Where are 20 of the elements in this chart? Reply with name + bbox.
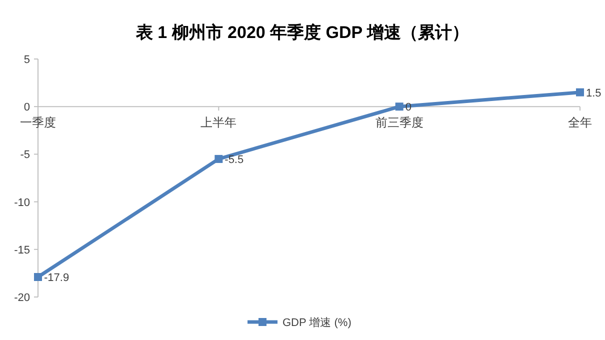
y-tick-label: 5	[24, 54, 30, 66]
y-tick-label: 0	[24, 102, 30, 114]
point	[395, 102, 404, 111]
data-label: 1.5	[586, 87, 602, 100]
point	[576, 88, 584, 96]
y-tick-label: -15	[14, 244, 30, 256]
y-tick-label: -10	[14, 196, 30, 209]
legend: GDP 增速 (%)	[248, 317, 352, 329]
data-label: -17.9	[44, 272, 70, 284]
chart-title: 表 1 柳州市 2020 年季度 GDP 增速（累计）	[134, 23, 470, 42]
x-tick-label: 一季度	[20, 116, 56, 130]
data-label: -5.5	[224, 154, 244, 166]
y-tick-label: -5	[20, 149, 30, 162]
legend-label: GDP 增速 (%)	[282, 316, 352, 329]
x-tick-label: 前三季度	[375, 116, 424, 130]
y-tick-label: -20	[14, 292, 30, 304]
x-tick-label: 上半年	[200, 116, 237, 130]
x-tick-label: 全年	[568, 116, 592, 130]
point	[34, 273, 42, 282]
point	[214, 154, 223, 163]
